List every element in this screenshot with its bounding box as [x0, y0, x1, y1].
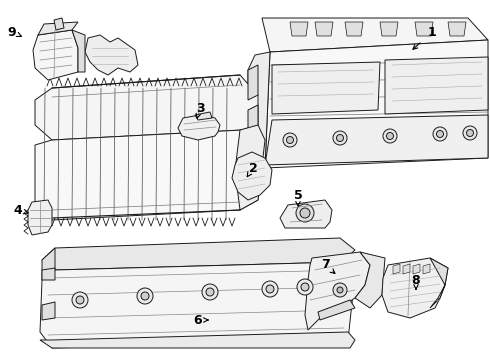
Polygon shape [272, 62, 380, 114]
Text: 1: 1 [428, 26, 437, 39]
Polygon shape [415, 22, 433, 36]
Circle shape [262, 281, 278, 297]
Polygon shape [40, 262, 355, 348]
Text: 6: 6 [194, 314, 202, 327]
Polygon shape [403, 264, 410, 274]
Text: 2: 2 [248, 162, 257, 175]
Circle shape [287, 136, 294, 144]
Polygon shape [232, 152, 272, 200]
Circle shape [301, 283, 309, 291]
Polygon shape [305, 252, 370, 330]
Polygon shape [290, 22, 308, 36]
Polygon shape [318, 300, 355, 320]
Polygon shape [248, 105, 258, 135]
Polygon shape [423, 264, 430, 274]
Circle shape [383, 129, 397, 143]
Polygon shape [248, 65, 258, 100]
Polygon shape [262, 18, 488, 52]
Circle shape [202, 284, 218, 300]
Polygon shape [448, 22, 466, 36]
Text: 7: 7 [320, 258, 329, 271]
Text: 9: 9 [8, 26, 16, 39]
Circle shape [76, 296, 84, 304]
Polygon shape [42, 302, 55, 320]
Polygon shape [40, 332, 355, 348]
Polygon shape [413, 264, 420, 274]
Polygon shape [28, 200, 52, 235]
Circle shape [300, 208, 310, 218]
Circle shape [206, 288, 214, 296]
Polygon shape [248, 52, 270, 168]
Polygon shape [315, 22, 333, 36]
Text: 3: 3 [196, 102, 204, 114]
Polygon shape [345, 22, 363, 36]
Polygon shape [72, 30, 85, 72]
Circle shape [72, 292, 88, 308]
Polygon shape [85, 35, 138, 75]
Polygon shape [38, 22, 78, 35]
Circle shape [387, 132, 393, 140]
Polygon shape [280, 200, 332, 228]
Circle shape [296, 204, 314, 222]
Circle shape [466, 130, 473, 136]
Circle shape [333, 131, 347, 145]
Circle shape [433, 127, 447, 141]
Polygon shape [385, 57, 488, 114]
Polygon shape [355, 252, 385, 308]
Polygon shape [195, 112, 212, 120]
Polygon shape [35, 75, 258, 140]
Polygon shape [178, 115, 220, 140]
Polygon shape [235, 125, 265, 210]
Polygon shape [393, 264, 400, 274]
Polygon shape [430, 258, 448, 308]
Polygon shape [42, 268, 55, 280]
Circle shape [333, 283, 347, 297]
Polygon shape [265, 115, 488, 165]
Text: 5: 5 [294, 189, 302, 202]
Circle shape [283, 133, 297, 147]
Polygon shape [35, 130, 258, 220]
Polygon shape [33, 30, 78, 80]
Circle shape [337, 287, 343, 293]
Circle shape [337, 135, 343, 141]
Circle shape [297, 279, 313, 295]
Circle shape [437, 131, 443, 138]
Polygon shape [265, 40, 488, 168]
Circle shape [137, 288, 153, 304]
Polygon shape [42, 238, 355, 270]
Polygon shape [380, 22, 398, 36]
Polygon shape [54, 18, 64, 30]
Polygon shape [42, 248, 55, 280]
Circle shape [463, 126, 477, 140]
Text: 4: 4 [14, 203, 23, 216]
Circle shape [141, 292, 149, 300]
Polygon shape [382, 258, 448, 318]
Text: 8: 8 [412, 274, 420, 287]
Circle shape [266, 285, 274, 293]
